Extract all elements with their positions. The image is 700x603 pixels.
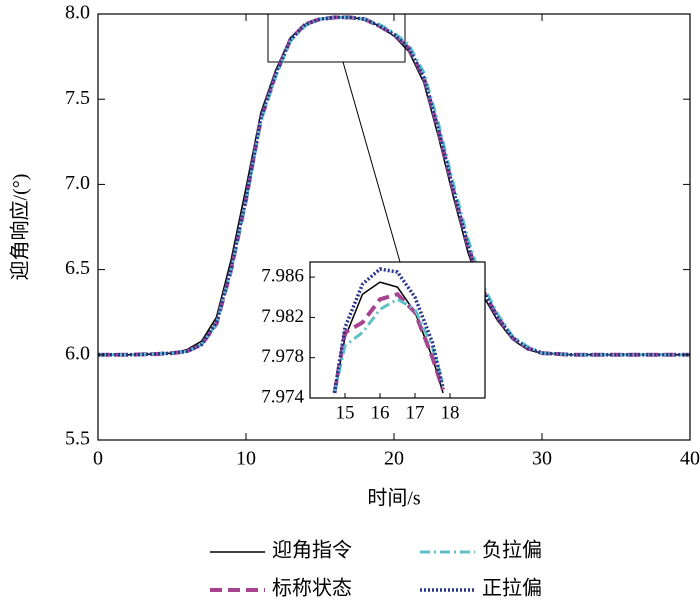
x-tick-label: 30 [532,448,552,470]
y-axis-label: 迎角响应/(°) [9,174,32,281]
series-line [332,291,445,394]
y-tick-label: 6.0 [65,342,90,364]
x-tick-label: 20 [384,448,404,470]
x-tick-label: 18 [441,402,460,423]
y-tick-label: 7.986 [261,265,304,286]
inset-chart: 15 16 17 18 7.974 7.978 7.982 7.986 [261,261,486,423]
y-tick-label: 7.978 [261,346,304,367]
y-tick-label: 5.5 [65,428,90,450]
x-tick-label: 16 [371,402,390,423]
x-tick-label: 10 [236,448,256,470]
y-tick-label: 7.5 [65,87,90,109]
y-tick-label: 7.982 [261,306,304,327]
x-tick-label: 15 [336,402,355,423]
x-tick-label: 0 [93,448,103,470]
legend-label: 迎角指令 [272,539,352,562]
x-axis-label: 时间/s [367,487,421,510]
series-line [332,267,445,394]
legend-label: 负拉偏 [482,539,542,562]
y-tick-label: 6.5 [65,257,90,279]
legend-label: 正拉偏 [482,577,542,600]
zoom-box [267,13,406,63]
y-tick-label: 7.0 [65,172,90,194]
series-line [333,297,445,394]
legend-label: 标称状态 [272,577,352,600]
series-line [98,15,690,357]
y-tick-label: 8.0 [65,2,90,24]
x-tick-label: 17 [406,402,425,423]
plot-frame [309,261,486,399]
main-chart: 0 10 20 30 40 5.5 6.0 6.5 7.0 7.5 8.0 [65,2,700,470]
inset-background [310,262,485,398]
y-tick-label: 7.974 [261,386,304,407]
x-tick-label: 40 [680,448,700,470]
zoom-connector [342,61,401,263]
